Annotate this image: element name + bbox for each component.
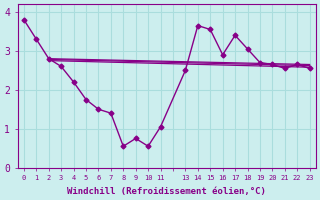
X-axis label: Windchill (Refroidissement éolien,°C): Windchill (Refroidissement éolien,°C) [67,187,266,196]
